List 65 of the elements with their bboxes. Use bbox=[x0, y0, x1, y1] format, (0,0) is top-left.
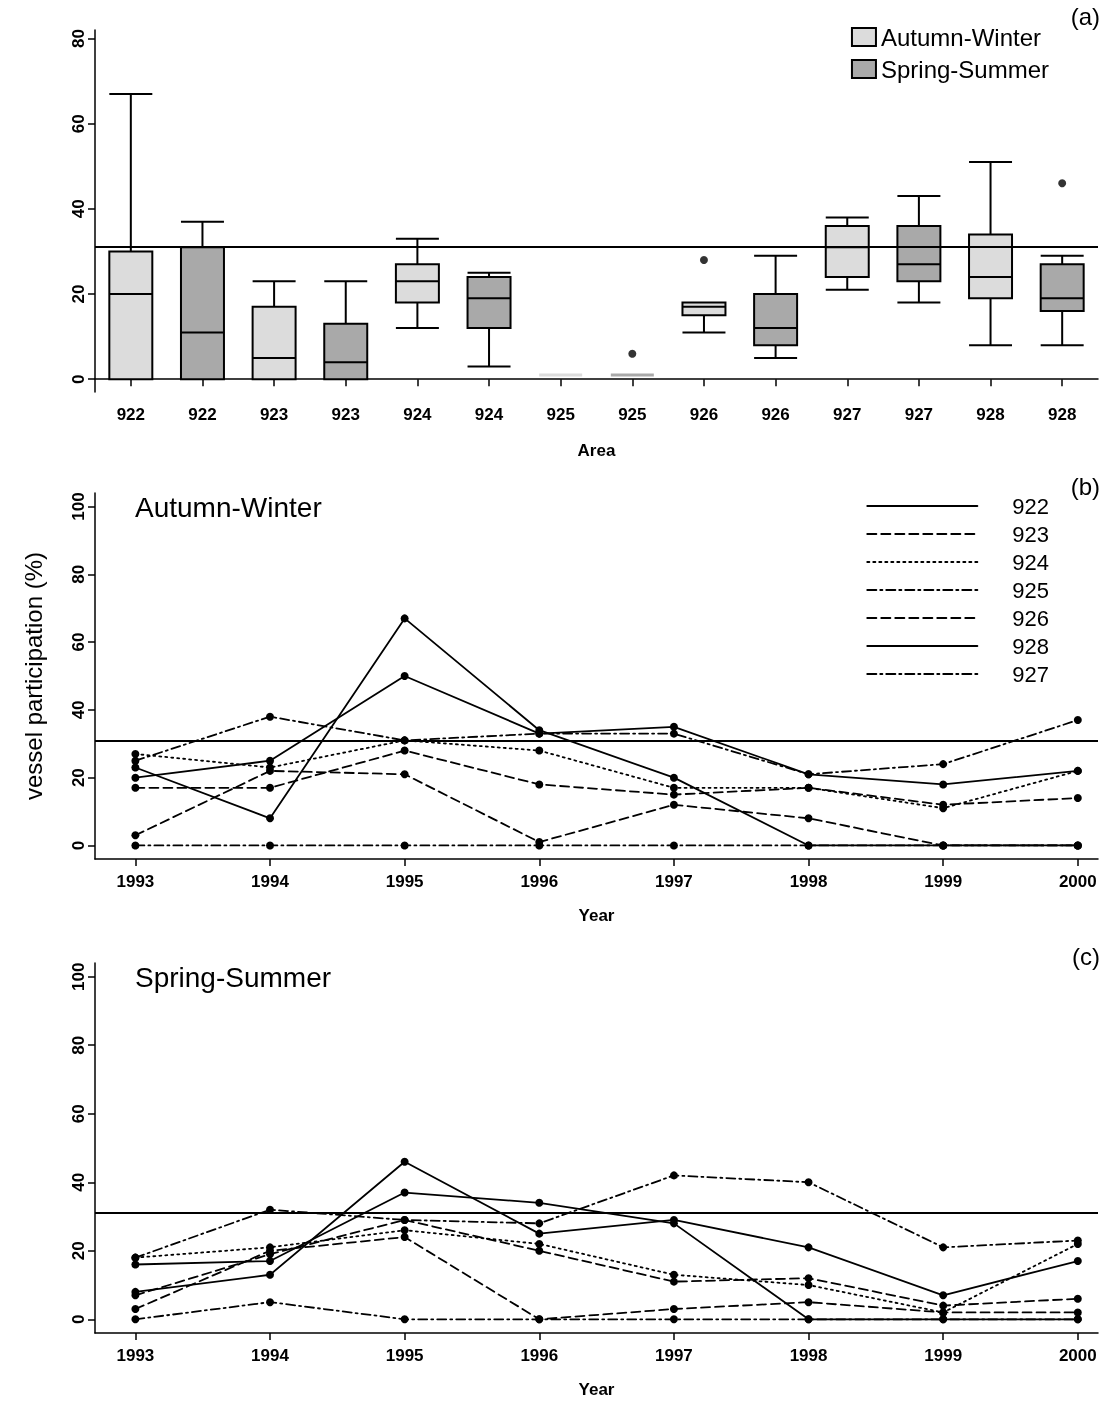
y-axis-title: vessel participation (%) bbox=[19, 551, 47, 801]
x-tick-label: 2000 bbox=[1058, 872, 1097, 891]
legend-label: 922 bbox=[1012, 493, 1050, 519]
x-tick-label: 1995 bbox=[385, 872, 424, 891]
x-tick-label: 1996 bbox=[520, 1346, 559, 1365]
y-tick-label: 60 bbox=[69, 114, 88, 134]
annotation: (b) bbox=[1070, 472, 1101, 500]
y-tick-label: 40 bbox=[69, 1172, 88, 1192]
x-tick-label: 1993 bbox=[116, 1346, 155, 1365]
x-tick-label: 928 bbox=[976, 405, 1005, 424]
legend-label: Spring-Summer bbox=[880, 55, 1050, 83]
x-tick-label: 922 bbox=[116, 405, 146, 424]
chart-title: Autumn-Winter bbox=[135, 491, 322, 523]
x-tick-label: 927 bbox=[833, 405, 862, 424]
x-tick-label: 923 bbox=[259, 405, 289, 424]
x-axis-title: Year bbox=[578, 1380, 615, 1399]
x-tick-label: 923 bbox=[331, 405, 360, 424]
x-tick-label: 1996 bbox=[520, 872, 559, 891]
x-tick-label: 922 bbox=[188, 405, 217, 424]
y-tick-label: 0 bbox=[69, 1314, 88, 1325]
y-tick-label: 20 bbox=[69, 1241, 88, 1261]
x-tick-label: 928 bbox=[1047, 405, 1077, 424]
legend-label: 928 bbox=[1012, 633, 1050, 659]
x-tick-label: 1998 bbox=[789, 872, 828, 891]
x-tick-label: 1997 bbox=[655, 1346, 693, 1365]
x-tick-label: 1993 bbox=[116, 872, 155, 891]
x-tick-label: 924 bbox=[403, 405, 433, 424]
x-tick-label: 925 bbox=[618, 405, 647, 424]
y-tick-label: 20 bbox=[69, 284, 88, 304]
x-tick-label: 1997 bbox=[655, 872, 693, 891]
x-tick-label: 1994 bbox=[251, 1346, 290, 1365]
x-axis-title: Area bbox=[577, 441, 616, 460]
legend-label: 927 bbox=[1012, 661, 1050, 687]
legend-label: Autumn-Winter bbox=[880, 23, 1041, 51]
x-axis-title: Year bbox=[578, 906, 615, 925]
y-tick-label: 40 bbox=[69, 199, 88, 219]
x-tick-label: 925 bbox=[546, 405, 575, 424]
y-tick-label: 100 bbox=[69, 962, 88, 991]
annotation: (c) bbox=[1072, 942, 1100, 970]
x-tick-label: 926 bbox=[689, 405, 719, 424]
x-tick-label: 2000 bbox=[1058, 1346, 1097, 1365]
y-tick-label: 100 bbox=[69, 492, 88, 521]
x-tick-label: 1995 bbox=[385, 1346, 424, 1365]
legend-label: 926 bbox=[1012, 605, 1050, 631]
x-tick-label: 1999 bbox=[924, 1346, 963, 1365]
legend-label: 925 bbox=[1012, 577, 1050, 603]
x-tick-label: 1994 bbox=[251, 872, 290, 891]
y-tick-label: 80 bbox=[69, 29, 88, 48]
y-tick-label: 0 bbox=[69, 374, 88, 384]
x-tick-label: 924 bbox=[474, 405, 504, 424]
y-tick-label: 60 bbox=[69, 1104, 88, 1124]
y-tick-label: 80 bbox=[69, 564, 88, 584]
x-tick-label: 1998 bbox=[789, 1346, 828, 1365]
legend-label: 924 bbox=[1012, 549, 1050, 575]
x-tick-label: 926 bbox=[761, 405, 790, 424]
chart-title: Spring-Summer bbox=[135, 961, 332, 993]
x-tick-label: 927 bbox=[904, 405, 934, 424]
y-tick-label: 0 bbox=[69, 840, 88, 851]
y-tick-label: 60 bbox=[69, 632, 88, 652]
y-tick-label: 40 bbox=[69, 700, 88, 720]
y-tick-label: 20 bbox=[69, 768, 88, 788]
legend-label: 923 bbox=[1012, 521, 1050, 547]
x-tick-label: 1999 bbox=[924, 872, 963, 891]
text: (a) bbox=[1070, 2, 1101, 30]
y-tick-label: 80 bbox=[69, 1035, 88, 1055]
